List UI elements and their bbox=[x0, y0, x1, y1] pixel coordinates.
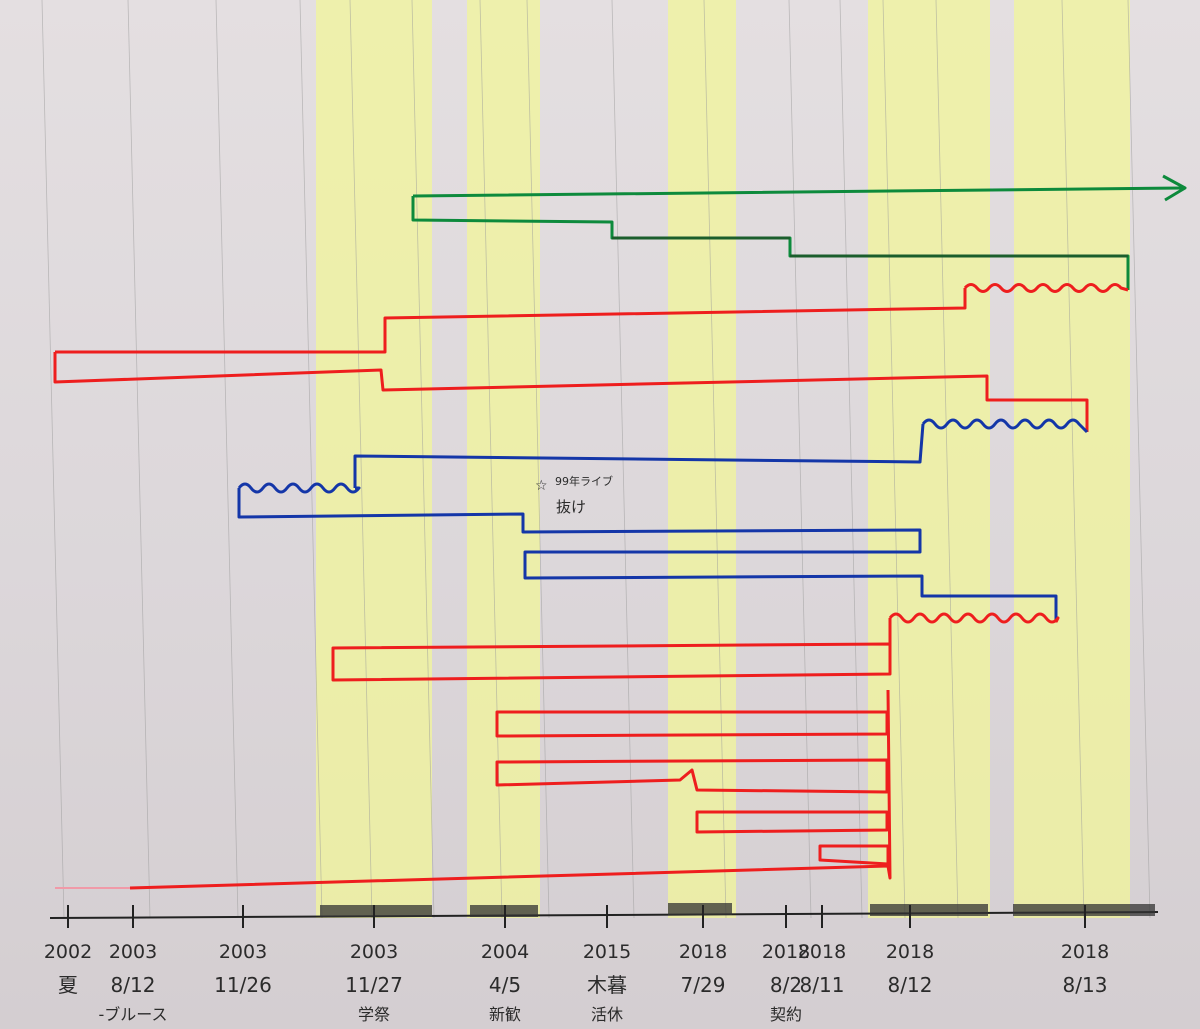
ruled-line bbox=[299, 0, 323, 919]
tick-year: 2018 bbox=[798, 941, 846, 963]
green-bar-lower bbox=[612, 236, 1128, 258]
red-wave-1 bbox=[963, 283, 1129, 293]
blue-wave-1 bbox=[237, 482, 361, 494]
ruled-line bbox=[215, 0, 239, 919]
tick-sub: 契約 bbox=[770, 1005, 802, 1024]
tick-date: 8/11 bbox=[800, 973, 845, 997]
tick-date: 8/2 bbox=[770, 973, 802, 997]
blue-lineage bbox=[237, 418, 1089, 622]
tick-marks bbox=[67, 905, 1086, 928]
annotation-line2: 抜け bbox=[556, 498, 586, 516]
tick-year: 2003 bbox=[109, 941, 157, 963]
ruled-line bbox=[349, 0, 373, 919]
blue-wave-2 bbox=[921, 418, 1089, 434]
tick-year: 2004 bbox=[481, 941, 529, 963]
tick-date: 11/26 bbox=[214, 973, 272, 997]
annotation-line1: 99年ライブ bbox=[555, 474, 613, 488]
annotation: ☆ 99年ライブ 抜け bbox=[535, 474, 613, 516]
ruled-line bbox=[127, 0, 151, 919]
tick-year: 2018 bbox=[679, 941, 727, 963]
tick-year: 2018 bbox=[762, 941, 810, 963]
tick-year: 2015 bbox=[583, 941, 631, 963]
green-arrow-icon bbox=[1162, 174, 1187, 202]
tick-date: 8/12 bbox=[111, 973, 156, 997]
tick-sub: 学祭 bbox=[358, 1005, 390, 1024]
tick-date: 8/12 bbox=[888, 973, 933, 997]
ruled-line bbox=[1127, 0, 1151, 919]
tick-year: 2018 bbox=[1061, 941, 1109, 963]
tick-year: 2018 bbox=[886, 941, 934, 963]
annotation-mark: ☆ bbox=[535, 478, 548, 494]
tick-labels: 2002 夏 2003 8/12 -ブルース 2003 11/26 2003 11/27 学祭 20… bbox=[44, 941, 1109, 1024]
ruled-line bbox=[41, 0, 65, 919]
tick-date: 4/5 bbox=[489, 973, 521, 997]
tick-sub: 新歓 bbox=[489, 1005, 521, 1024]
tick-sub: 活休 bbox=[591, 1005, 623, 1024]
ruled-line bbox=[411, 0, 435, 919]
ruled-line bbox=[935, 0, 959, 919]
red-lineage-2 bbox=[55, 612, 1060, 890]
ruled-line bbox=[1061, 0, 1085, 919]
red-wave-2 bbox=[888, 612, 1060, 624]
tick-date: 7/29 bbox=[681, 973, 726, 997]
tick-year: 2003 bbox=[350, 941, 398, 963]
highlight-band bbox=[1014, 0, 1130, 918]
ruled-line bbox=[882, 0, 906, 919]
ruled-line bbox=[788, 0, 812, 919]
timeline-axis bbox=[49, 903, 1159, 928]
tick-year: 2003 bbox=[219, 941, 267, 963]
red-lineage-1 bbox=[53, 283, 1129, 432]
tick-date: 8/13 bbox=[1063, 973, 1108, 997]
tick-sub: -ブルース bbox=[99, 1005, 168, 1024]
highlight-band bbox=[316, 0, 432, 918]
ruled-line bbox=[839, 0, 863, 919]
green-lineage bbox=[411, 174, 1187, 290]
tick-year: 2002 bbox=[44, 941, 92, 963]
tick-date: 木暮 bbox=[587, 973, 627, 997]
tick-date: 11/27 bbox=[345, 973, 403, 997]
tick-date: 夏 bbox=[58, 973, 78, 997]
